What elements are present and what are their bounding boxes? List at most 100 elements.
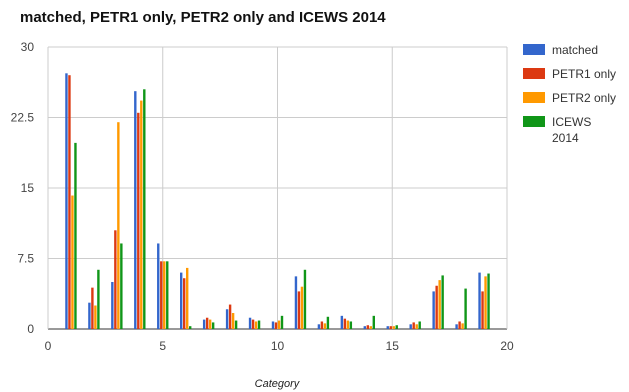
legend: matched PETR1 only PETR2 only ICEWS 2014 [523, 43, 616, 145]
bar [137, 112, 140, 329]
bar [248, 317, 252, 329]
bar [117, 122, 120, 329]
bar [418, 321, 421, 329]
bar [163, 261, 166, 329]
bar [484, 276, 487, 329]
bars [65, 73, 490, 330]
bar [225, 309, 229, 329]
bar [412, 322, 415, 329]
bar [234, 320, 238, 329]
legend-swatch [523, 44, 545, 55]
bar [438, 280, 441, 329]
bar [120, 243, 123, 329]
bar [71, 195, 74, 329]
bar [257, 320, 261, 329]
bar [343, 318, 347, 329]
bar [464, 288, 467, 329]
bar [441, 275, 444, 329]
bar [487, 273, 490, 329]
y-tick-label: 15 [21, 181, 35, 195]
bar [205, 317, 209, 329]
bar [455, 324, 458, 329]
bar [91, 287, 94, 329]
x-tick-label: 15 [386, 339, 400, 353]
bar [68, 75, 71, 329]
bar [409, 324, 412, 329]
bar [251, 319, 255, 329]
bar [271, 321, 275, 329]
bar [186, 267, 189, 329]
bar [74, 142, 77, 329]
bar [392, 326, 395, 329]
bar [369, 326, 372, 329]
bar [228, 304, 232, 329]
bar [300, 286, 304, 329]
legend-label: matched [552, 43, 598, 57]
bar [97, 269, 100, 329]
bar [88, 302, 91, 329]
bar [166, 261, 169, 329]
bar [323, 323, 327, 329]
x-axis-title: Category [255, 378, 301, 390]
bar [65, 73, 68, 329]
bar [294, 276, 298, 329]
bar [317, 324, 321, 329]
bar [180, 272, 183, 329]
bar [320, 321, 324, 329]
bar [386, 326, 389, 329]
bar [395, 325, 398, 329]
bar [461, 323, 464, 329]
bar [478, 272, 481, 329]
bar [389, 326, 392, 329]
bar [134, 91, 137, 330]
legend-swatch [523, 68, 545, 79]
bar [140, 100, 143, 329]
x-tick-label: 5 [159, 339, 166, 353]
bar [208, 319, 212, 329]
bar [303, 269, 307, 329]
bar [363, 326, 366, 329]
axes: 0 7.5 15 22.5 30 0 5 10 15 20 [11, 40, 514, 353]
bar [458, 321, 461, 329]
bar [160, 261, 163, 329]
legend-label: PETR1 only [552, 67, 616, 81]
bar [254, 321, 258, 329]
bar [183, 278, 186, 329]
y-tick-label: 22.5 [11, 111, 35, 125]
legend-swatch [523, 116, 545, 127]
x-tick-label: 0 [45, 339, 52, 353]
bar [111, 282, 114, 329]
bar [297, 291, 301, 329]
bar [349, 321, 353, 329]
legend-label: ICEWS 2014 [552, 115, 591, 145]
bar [202, 319, 206, 329]
bar [143, 89, 146, 329]
bar [481, 291, 484, 329]
bar [366, 325, 369, 329]
x-tick-label: 10 [271, 339, 285, 353]
bar [326, 316, 330, 329]
bar [94, 305, 97, 329]
bar [340, 315, 344, 329]
legend-label: PETR2 only [552, 91, 616, 105]
bar [372, 315, 375, 329]
chart-title: matched, PETR1 only, PETR2 only and ICEW… [20, 9, 386, 26]
bar [274, 322, 278, 329]
x-tick-label: 20 [500, 339, 514, 353]
bar [189, 326, 192, 329]
bar [157, 243, 160, 329]
bar [346, 320, 350, 329]
bar [231, 313, 235, 329]
bar [435, 285, 438, 329]
bar [280, 315, 284, 329]
gridlines [47, 46, 508, 330]
bar [114, 230, 117, 329]
bar [415, 324, 418, 329]
y-tick-label: 30 [21, 40, 35, 54]
bar [277, 320, 281, 329]
legend-swatch [523, 92, 545, 103]
y-tick-label: 7.5 [17, 252, 34, 266]
y-tick-label: 0 [27, 322, 34, 336]
bar [432, 291, 435, 329]
